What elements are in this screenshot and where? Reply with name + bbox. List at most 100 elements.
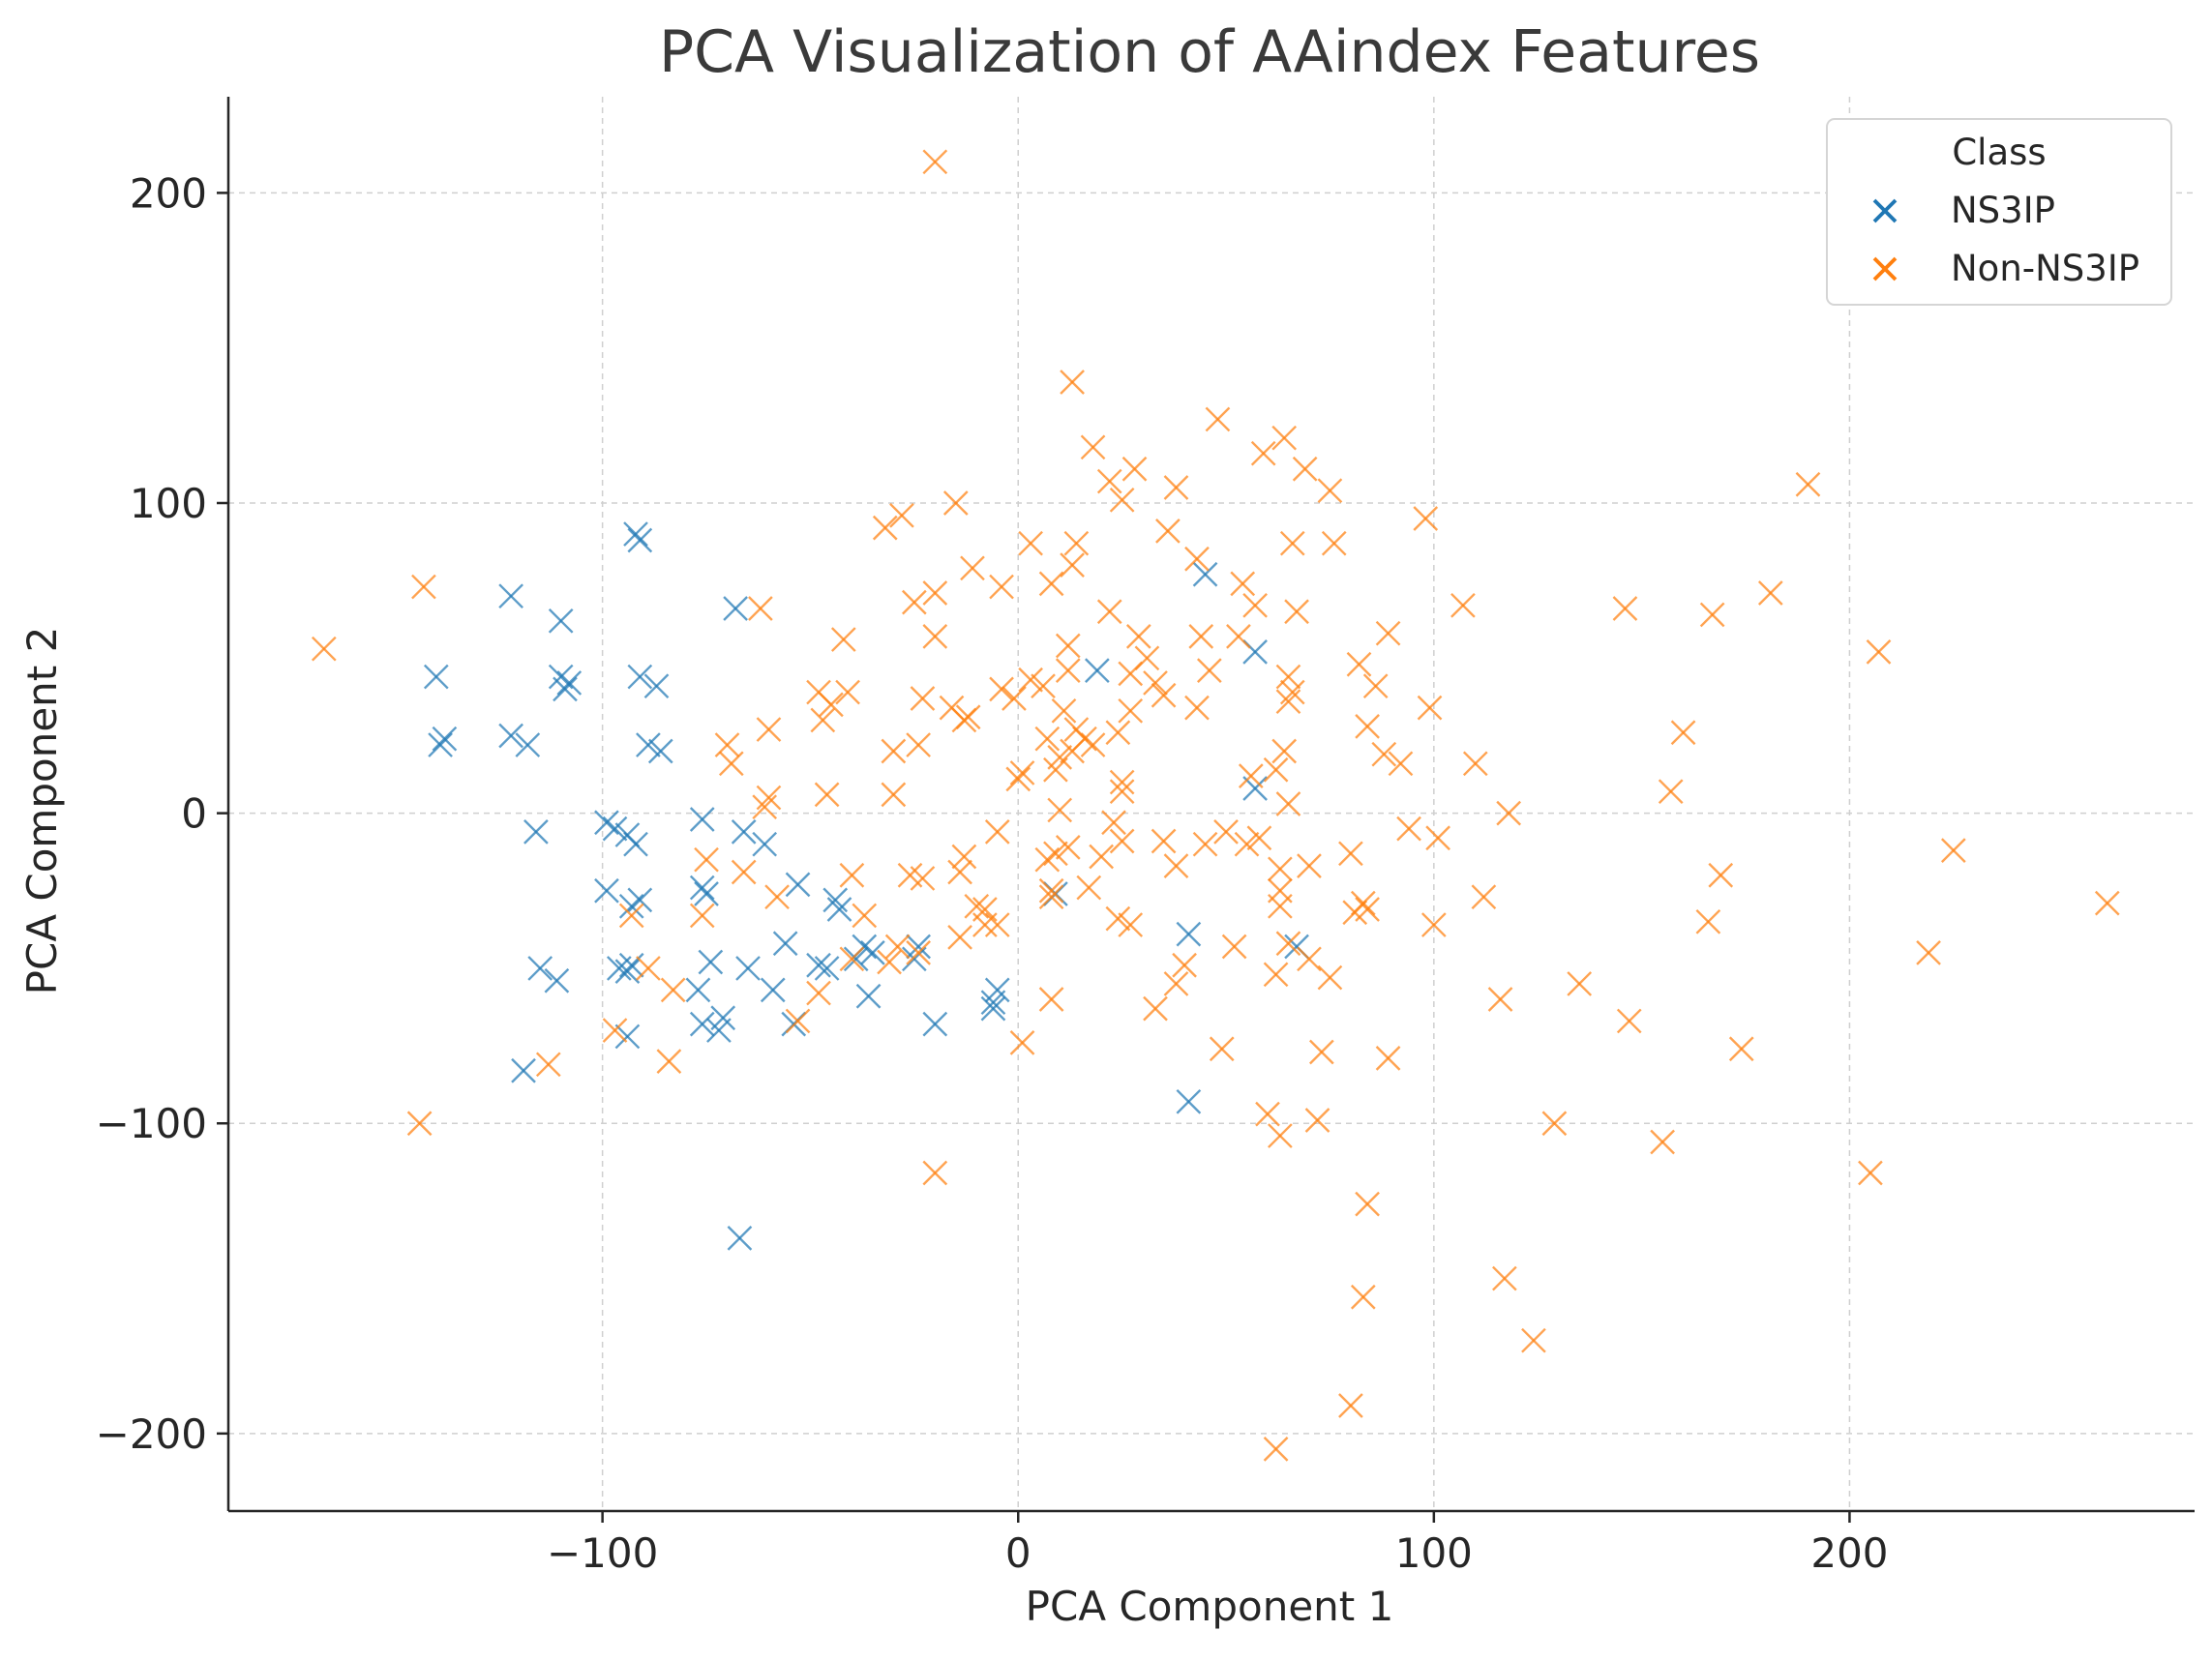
data-point-non-ns3ip bbox=[1355, 897, 1380, 922]
data-point-non-ns3ip bbox=[1699, 602, 1725, 628]
data-point-ns3ip bbox=[760, 977, 786, 1003]
legend-label-ns3ip: NS3IP bbox=[1951, 190, 2055, 231]
data-point-non-ns3ip bbox=[1492, 1265, 1517, 1291]
data-point-non-ns3ip bbox=[1089, 844, 1115, 870]
data-point-non-ns3ip bbox=[910, 686, 936, 711]
data-point-non-ns3ip bbox=[984, 912, 1010, 937]
data-point-non-ns3ip bbox=[852, 903, 878, 929]
data-point-non-ns3ip bbox=[1080, 732, 1106, 757]
data-point-ns3ip bbox=[1176, 1088, 1202, 1114]
data-point-ns3ip bbox=[1176, 921, 1202, 947]
data-point-ns3ip bbox=[785, 872, 811, 898]
x-tick-label: −100 bbox=[547, 1529, 658, 1577]
data-point-non-ns3ip bbox=[1096, 468, 1122, 494]
data-point-non-ns3ip bbox=[1230, 571, 1256, 597]
data-point-non-ns3ip bbox=[1109, 487, 1135, 513]
data-point-non-ns3ip bbox=[1055, 658, 1081, 683]
data-point-non-ns3ip bbox=[989, 676, 1014, 702]
axes: −100 0 100 200 200 100 0 −100 −200 bbox=[96, 97, 2195, 1577]
data-point-ns3ip bbox=[855, 983, 882, 1009]
data-point-non-ns3ip bbox=[1109, 779, 1135, 805]
data-point-non-ns3ip bbox=[806, 980, 831, 1006]
data-point-non-ns3ip bbox=[656, 1049, 682, 1074]
data-point-ns3ip bbox=[814, 956, 840, 981]
legend-frame bbox=[1826, 118, 2172, 306]
data-point-non-ns3ip bbox=[1221, 934, 1247, 960]
data-point-non-ns3ip bbox=[694, 846, 719, 873]
data-point-non-ns3ip bbox=[1096, 599, 1122, 625]
data-point-non-ns3ip bbox=[1371, 741, 1397, 767]
series-non-ns3ip bbox=[311, 149, 2120, 1462]
y-tick-label: 100 bbox=[130, 480, 207, 527]
y-tick-label: 200 bbox=[130, 169, 207, 217]
data-point-non-ns3ip bbox=[1297, 946, 1322, 972]
data-point-non-ns3ip bbox=[1425, 825, 1450, 851]
data-point-non-ns3ip bbox=[1163, 475, 1189, 500]
data-point-ns3ip bbox=[689, 1011, 715, 1037]
data-point-ns3ip bbox=[689, 875, 715, 901]
data-point-non-ns3ip bbox=[1284, 599, 1309, 625]
data-point-non-ns3ip bbox=[1940, 838, 1966, 863]
data-point-non-ns3ip bbox=[1413, 506, 1439, 531]
data-point-non-ns3ip bbox=[1916, 940, 1941, 965]
data-point-non-ns3ip bbox=[1151, 682, 1177, 708]
data-point-non-ns3ip bbox=[1143, 670, 1168, 696]
data-point-non-ns3ip bbox=[1163, 971, 1189, 996]
data-point-ns3ip bbox=[922, 1011, 948, 1037]
data-point-non-ns3ip bbox=[881, 782, 907, 808]
data-point-ns3ip bbox=[614, 1023, 641, 1050]
data-point-non-ns3ip bbox=[1275, 791, 1301, 816]
y-tick-label: −200 bbox=[96, 1410, 207, 1458]
data-point-non-ns3ip bbox=[1055, 633, 1081, 659]
data-point-non-ns3ip bbox=[964, 893, 990, 919]
legend-title: Class bbox=[1952, 132, 2046, 173]
data-point-non-ns3ip bbox=[311, 636, 337, 662]
data-point-non-ns3ip bbox=[1670, 720, 1696, 746]
data-point-non-ns3ip bbox=[906, 940, 931, 965]
data-point-non-ns3ip bbox=[1250, 440, 1276, 466]
data-point-non-ns3ip bbox=[1038, 987, 1064, 1012]
data-point-non-ns3ip bbox=[1321, 530, 1347, 556]
data-point-ns3ip bbox=[843, 946, 869, 972]
data-point-non-ns3ip bbox=[1462, 751, 1488, 777]
data-point-ns3ip bbox=[826, 897, 852, 922]
data-point-ns3ip bbox=[614, 959, 641, 984]
data-point-non-ns3ip bbox=[1009, 760, 1035, 786]
data-point-ns3ip bbox=[752, 831, 778, 857]
data-point-non-ns3ip bbox=[819, 692, 844, 718]
data-point-non-ns3ip bbox=[901, 589, 927, 615]
data-point-non-ns3ip bbox=[906, 732, 931, 757]
y-tick-label: 0 bbox=[181, 790, 207, 838]
data-point-non-ns3ip bbox=[1271, 425, 1298, 451]
data-point-non-ns3ip bbox=[839, 946, 865, 972]
x-axis-title: PCA Component 1 bbox=[1026, 1583, 1394, 1630]
data-point-non-ns3ip bbox=[947, 925, 972, 950]
data-point-non-ns3ip bbox=[1858, 1160, 1883, 1186]
data-point-non-ns3ip bbox=[1487, 987, 1513, 1012]
data-point-non-ns3ip bbox=[689, 903, 715, 929]
data-point-non-ns3ip bbox=[1275, 689, 1301, 715]
data-point-non-ns3ip bbox=[1226, 624, 1251, 649]
data-point-non-ns3ip bbox=[922, 1160, 948, 1186]
data-point-ns3ip bbox=[432, 726, 458, 752]
data-point-non-ns3ip bbox=[618, 903, 644, 929]
data-point-ns3ip bbox=[544, 967, 570, 994]
data-point-non-ns3ip bbox=[1034, 846, 1061, 873]
data-point-non-ns3ip bbox=[1063, 530, 1090, 556]
data-point-non-ns3ip bbox=[1018, 530, 1043, 556]
data-point-non-ns3ip bbox=[1471, 884, 1497, 910]
y-axis-title: PCA Component 2 bbox=[18, 627, 66, 995]
data-point-non-ns3ip bbox=[1043, 756, 1068, 783]
data-point-non-ns3ip bbox=[602, 1018, 628, 1043]
data-point-ns3ip bbox=[685, 977, 711, 1003]
legend-marker-non-ns3ip bbox=[1872, 256, 1898, 282]
data-point-non-ns3ip bbox=[1396, 816, 1421, 842]
data-point-non-ns3ip bbox=[1795, 471, 1821, 497]
data-point-non-ns3ip bbox=[922, 580, 948, 606]
data-point-ns3ip bbox=[706, 1018, 732, 1043]
data-point-ns3ip bbox=[906, 934, 931, 960]
data-point-non-ns3ip bbox=[1658, 779, 1684, 805]
data-point-non-ns3ip bbox=[872, 515, 898, 541]
data-point-non-ns3ip bbox=[1184, 546, 1210, 572]
data-point-ns3ip bbox=[1192, 561, 1218, 587]
